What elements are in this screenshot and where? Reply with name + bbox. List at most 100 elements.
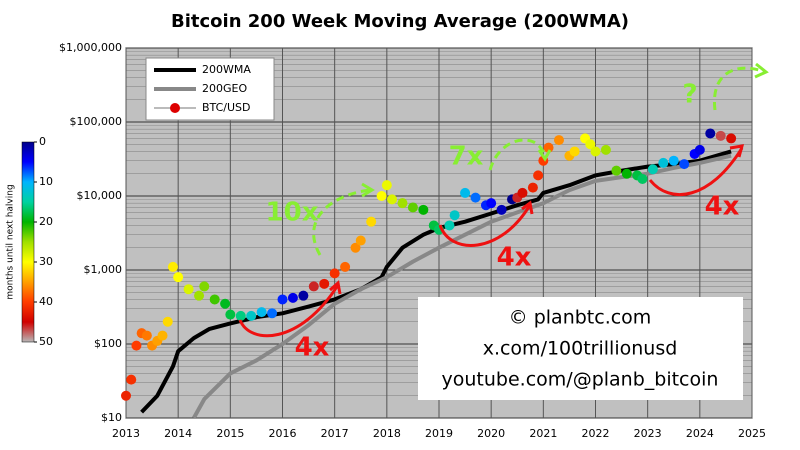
data-point (444, 220, 455, 231)
text-box-line: © planbtc.com (509, 307, 652, 329)
legend-label: BTC/USD (202, 101, 251, 114)
arrow (713, 66, 766, 111)
data-point (679, 159, 690, 170)
data-point (569, 146, 580, 157)
colorbar-tick-label: 50 (39, 335, 53, 348)
annotation: 10x (266, 198, 319, 228)
data-point (267, 308, 278, 319)
data-point (449, 210, 460, 221)
text-box-line: youtube.com/@planb_bitcoin (442, 369, 719, 391)
arrow-head (754, 62, 769, 79)
data-point (350, 242, 361, 253)
arrow (238, 284, 340, 338)
x-tick-label: 2015 (216, 427, 244, 440)
arrow-head (361, 182, 375, 198)
annotation: 4x (295, 333, 330, 363)
legend-label: 200WMA (202, 63, 251, 76)
data-point (621, 168, 632, 179)
colorbar-tick-label: 0 (39, 135, 46, 148)
data-point (600, 144, 611, 155)
data-point (256, 307, 267, 318)
colorbar-label: months until next halving (6, 184, 16, 299)
data-point (183, 284, 194, 295)
data-point (366, 216, 377, 227)
data-point (355, 235, 366, 246)
x-tick-label: 2016 (269, 427, 297, 440)
x-tick-label: 2021 (529, 427, 557, 440)
arrow-head (521, 200, 534, 215)
data-point (298, 290, 309, 301)
y-tick-label: $100 (94, 337, 122, 350)
colorbar-tick-label: 30 (39, 255, 53, 268)
data-point (173, 272, 184, 283)
y-tick-label: $100,000 (70, 115, 123, 128)
legend: 200WMA 200GEO BTC/USD (145, 57, 275, 121)
data-point (121, 390, 131, 401)
data-point (131, 340, 142, 351)
data-point (668, 155, 679, 166)
x-tick-label: 2013 (112, 427, 140, 440)
x-tick-label: 2019 (425, 427, 453, 440)
data-point (225, 309, 236, 320)
data-point (407, 202, 418, 213)
text-box (418, 297, 743, 400)
x-tick-label: 2024 (686, 427, 714, 440)
data-point (194, 290, 205, 301)
data-point (319, 278, 330, 289)
y-tick-label: $1,000 (84, 263, 123, 276)
data-point (470, 192, 481, 203)
chart-title: Bitcoin 200 Week Moving Average (200WMA) (171, 11, 629, 32)
series-line (140, 149, 732, 414)
data-point (308, 281, 319, 292)
x-tick-label: 2020 (477, 427, 505, 440)
data-point (543, 142, 554, 153)
x-tick-label: 2018 (373, 427, 401, 440)
annotation: 7x (449, 142, 484, 172)
data-point (157, 330, 168, 341)
arrow (438, 204, 532, 247)
data-point (387, 194, 398, 205)
data-point (460, 187, 471, 198)
data-point (486, 198, 497, 209)
data-point (418, 204, 429, 215)
data-point (381, 180, 392, 191)
data-point (585, 139, 596, 150)
data-point (329, 268, 340, 279)
data-point (376, 191, 387, 201)
data-point (705, 128, 716, 139)
data-point (715, 130, 726, 141)
data-point (553, 135, 564, 146)
data-point (658, 157, 669, 168)
arrow (648, 147, 744, 196)
data-point (340, 261, 351, 272)
data-point (533, 170, 544, 181)
arrow-head (329, 280, 342, 295)
data-point (397, 198, 408, 209)
annotation: 4x (497, 243, 532, 273)
text-box-line: x.com/100trillionusd (483, 338, 678, 360)
data-point (590, 146, 601, 157)
x-tick-label: 2017 (321, 427, 349, 440)
legend-label: 200GEO (202, 82, 247, 95)
legend-swatch-dot (170, 103, 180, 113)
x-tick-label: 2023 (634, 427, 662, 440)
x-tick-label: 2022 (582, 427, 610, 440)
data-point (726, 133, 737, 144)
data-point (209, 294, 220, 305)
annotation: 4x (705, 192, 740, 222)
annotation-arrows (238, 62, 769, 338)
arrow (488, 138, 547, 171)
annotation: ? (682, 80, 697, 110)
data-point (277, 294, 288, 305)
arrow-head (537, 149, 552, 162)
data-point (647, 164, 658, 175)
x-tick-label: 2014 (164, 427, 192, 440)
data-point (496, 204, 507, 215)
arrow-head (729, 144, 745, 158)
data-point (126, 374, 137, 385)
y-tick-label: $10 (101, 411, 122, 424)
colorbar-tick-label: 10 (39, 175, 53, 188)
data-point (246, 310, 257, 321)
colorbar-tick-label: 20 (39, 215, 53, 228)
